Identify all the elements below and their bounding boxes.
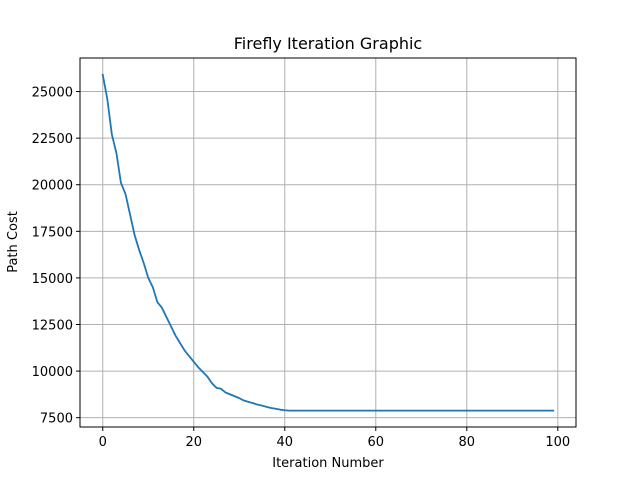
y-tick-label: 7500 <box>40 412 73 427</box>
x-tick-label: 20 <box>185 435 202 450</box>
x-tick-label: 40 <box>276 435 293 450</box>
axis-ticks: 0 20 40 60 80 100 7500 10000 12500 15000 17500 2000… <box>32 86 571 450</box>
y-tick-label: 20000 <box>32 179 73 194</box>
series-layer <box>101 73 555 412</box>
plot-frame <box>79 57 577 428</box>
series-line <box>101 73 555 412</box>
y-tick-label: 10000 <box>32 365 73 380</box>
x-tick-label: 60 <box>368 435 385 450</box>
y-tick-label: 12500 <box>32 319 73 334</box>
x-axis-label: Iteration Number <box>272 456 384 471</box>
y-tick-label: 25000 <box>32 86 73 101</box>
y-tick-label: 15000 <box>32 272 73 287</box>
grid <box>80 58 576 427</box>
y-tick-label: 17500 <box>32 225 73 240</box>
y-axis-label: Path Cost <box>6 211 21 273</box>
y-tick-label: 22500 <box>32 132 73 147</box>
x-tick-label: 100 <box>545 435 570 450</box>
chart-title: Firefly Iteration Graphic <box>234 34 422 53</box>
x-tick-label: 80 <box>459 435 476 450</box>
x-tick-label: 0 <box>99 435 107 450</box>
